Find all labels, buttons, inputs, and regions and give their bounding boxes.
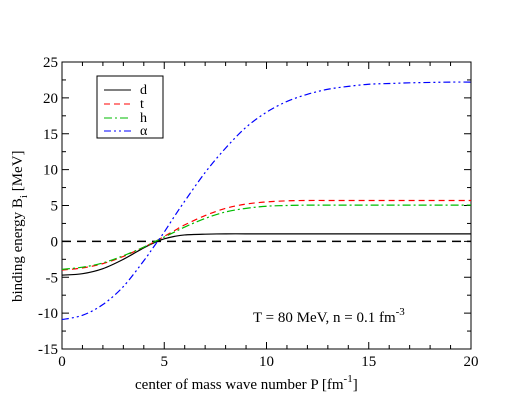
x-tick-label: 5 — [161, 354, 169, 370]
legend-box — [96, 75, 164, 139]
legend-label-alpha: α — [140, 124, 148, 139]
y-tick-label: 0 — [51, 234, 59, 250]
series-layer — [61, 81, 472, 321]
series-line-h — [61, 204, 471, 270]
legend-label-d: d — [140, 83, 147, 98]
y-tick-label: 10 — [43, 163, 58, 179]
y-tick-label: 20 — [43, 91, 58, 107]
x-tick-label: 20 — [464, 354, 479, 370]
y-tick-label: -10 — [38, 306, 58, 322]
y-tick-label: -5 — [46, 270, 59, 286]
legend-label-h: h — [140, 111, 147, 126]
x-tick-label: 0 — [58, 354, 66, 370]
series-line-d — [61, 233, 471, 276]
x-tick-label: 10 — [259, 354, 274, 370]
y-tick-label: 25 — [43, 55, 58, 71]
legend: d t h α — [96, 75, 164, 139]
axis-ticks: 0 5 10 15 20 -15 -10 -5 0 5 10 15 20 25 — [38, 55, 479, 370]
y-axis-label: binding energy Bi [MeV] — [10, 150, 30, 302]
y-tick-label: 5 — [51, 199, 59, 215]
x-axis-label: center of mass wave number P [fm-1] — [135, 373, 358, 393]
condition-annotation: T = 80 MeV, n = 0.1 fm-3 — [253, 306, 405, 326]
y-tick-label: 15 — [43, 127, 58, 143]
x-tick-label: 15 — [361, 354, 376, 370]
y-tick-label: -15 — [38, 342, 58, 358]
series-line-alpha — [61, 81, 472, 321]
legend-label-t: t — [140, 97, 144, 112]
